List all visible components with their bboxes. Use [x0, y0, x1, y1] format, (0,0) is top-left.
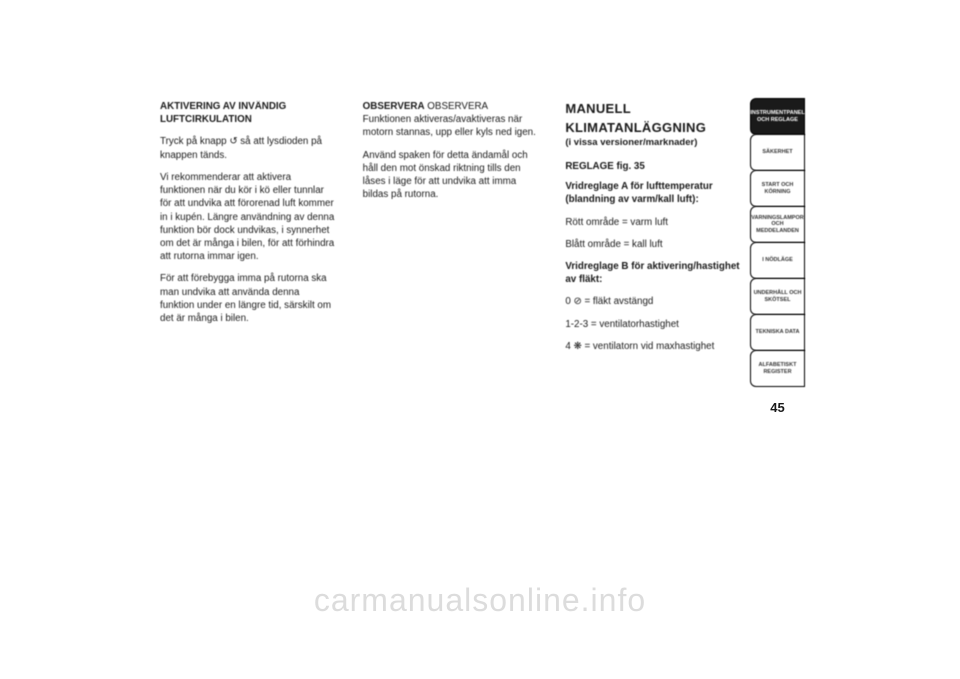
observe-label: OBSERVERA	[363, 101, 425, 112]
manual-page: AKTIVERING AV INVÄNDIG LUFTCIRKULATION T…	[0, 0, 960, 679]
col3-line5a: 0	[565, 296, 573, 307]
side-tab-7[interactable]: ALFABETISKT REGISTER	[750, 350, 805, 387]
fan-icon: ❋	[574, 341, 582, 352]
col3-line1b: (blandning av varm/kall luft):	[565, 194, 698, 205]
column-2: OBSERVERA OBSERVERA Funktionen aktiveras…	[363, 100, 538, 362]
col3-line5b: = fläkt avstängd	[582, 296, 654, 307]
col3-title2: KLIMATANLÄGGNING	[565, 119, 740, 137]
watermark: carmanualsonline.info	[0, 582, 960, 619]
side-tab-2[interactable]: START OCH KÖRNING	[750, 170, 805, 207]
col3-line5: 0 ⊘ = fläkt avstängd	[565, 295, 740, 308]
column-1: AKTIVERING AV INVÄNDIG LUFTCIRKULATION T…	[160, 100, 335, 362]
recirculation-icon: ↺	[229, 136, 237, 147]
side-tab-label: INSTRUMENTPANEL OCH REGLAGE	[748, 108, 806, 124]
col1-p1a: Tryck på knapp	[160, 136, 229, 147]
side-tab-label: START OCH KÖRNING	[751, 180, 804, 196]
side-tab-label: UNDERHÅLL OCH SKÖTSEL	[751, 288, 804, 304]
col3-line1a: Vridreglage A för lufttemperatur	[565, 181, 712, 192]
col3-line3: Blått område = kall luft	[565, 238, 740, 251]
col1-p2: Vi rekommenderar att aktivera funktionen…	[160, 171, 335, 264]
col3-section: REGLAGE fig. 35	[565, 160, 740, 173]
col3-line1: Vridreglage A för lufttemperatur (blandn…	[565, 180, 740, 206]
col3-line4: Vridreglage B för aktivering/hastighet a…	[565, 260, 740, 286]
col3-subtitle: (i vissa versioner/marknader)	[565, 137, 740, 150]
col3-line7: 4 ❋ = ventilatorn vid maxhastighet	[565, 340, 740, 353]
side-tab-label: VARNINGSLAMPOR OCH MEDDELANDEN	[749, 213, 805, 235]
side-tab-label: ALFABETISKT REGISTER	[751, 360, 804, 376]
col3-title1: MANUELL	[565, 100, 740, 118]
side-tab-4[interactable]: I NÖDLÄGE	[750, 242, 805, 279]
col1-heading: AKTIVERING AV INVÄNDIG LUFTCIRKULATION	[160, 100, 335, 126]
side-tab-6[interactable]: TEKNISKA DATA	[750, 314, 805, 351]
side-tab-3[interactable]: VARNINGSLAMPOR OCH MEDDELANDEN	[750, 206, 805, 243]
col3-line2: Rött område = varm luft	[565, 216, 740, 229]
side-tab-5[interactable]: UNDERHÅLL OCH SKÖTSEL	[750, 278, 805, 315]
col3-line6: 1-2-3 = ventilatorhastighet	[565, 318, 740, 331]
side-tab-label: I NÖDLÄGE	[760, 255, 795, 265]
side-tab-label: TEKNISKA DATA	[754, 327, 802, 337]
col2-p2: Använd spaken för detta ändamål och håll…	[363, 149, 538, 202]
col3-line7a: 4	[565, 341, 573, 352]
col1-p3: För att förebygga imma på rutorna ska ma…	[160, 272, 335, 325]
content-columns: AKTIVERING AV INVÄNDIG LUFTCIRKULATION T…	[160, 100, 740, 362]
side-tab-0[interactable]: INSTRUMENTPANEL OCH REGLAGE	[750, 98, 805, 135]
off-icon: ⊘	[574, 296, 582, 307]
side-tab-1[interactable]: SÄKERHET	[750, 134, 805, 171]
side-tabs: INSTRUMENTPANEL OCH REGLAGE SÄKERHET START…	[750, 98, 805, 386]
col1-p1: Tryck på knapp ↺ så att lysdioden på kna…	[160, 135, 335, 161]
column-3: MANUELL KLIMATANLÄGGNING (i vissa versio…	[565, 100, 740, 362]
side-tab-label: SÄKERHET	[760, 147, 794, 157]
page-number: 45	[750, 400, 805, 415]
col2-p1: OBSERVERA OBSERVERA Funktionen aktiveras…	[363, 100, 538, 140]
col3-line7b: = ventilatorn vid maxhastighet	[582, 341, 715, 352]
